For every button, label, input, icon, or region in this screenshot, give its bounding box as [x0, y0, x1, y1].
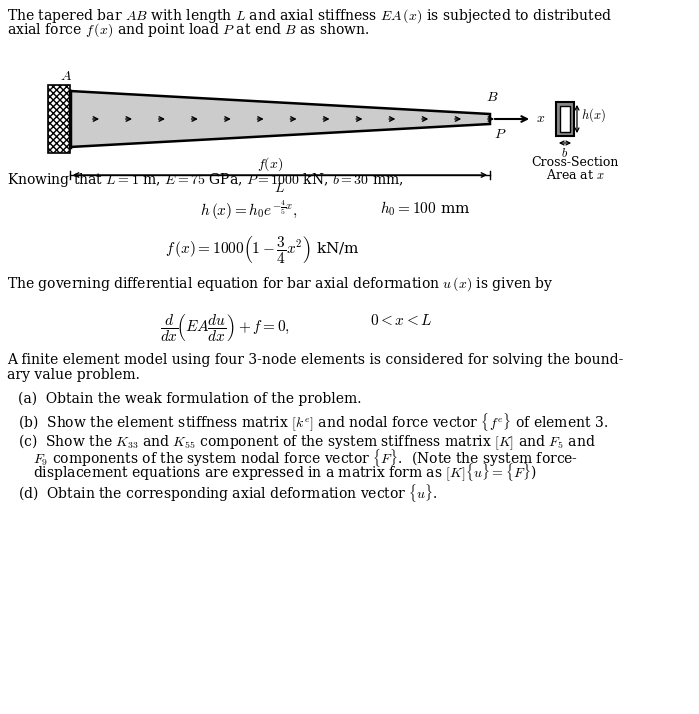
- Bar: [560, 106, 570, 132]
- Bar: [556, 102, 574, 136]
- Text: $F_9$ components of the system nodal force vector $\{F\}$.  (Note the system for: $F_9$ components of the system nodal for…: [33, 447, 578, 469]
- Text: Knowing that $L = 1$ m, $E = 75$ GPa, $P = 1000$ kN, $b = 30$ mm,: Knowing that $L = 1$ m, $E = 75$ GPa, $P…: [7, 171, 403, 189]
- Text: (d)  Obtain the corresponding axial deformation vector $\{u\}$.: (d) Obtain the corresponding axial defor…: [18, 482, 438, 504]
- Text: $h_0 = 100$ mm: $h_0 = 100$ mm: [380, 199, 470, 218]
- Text: (c)  Show the $K_{33}$ and $K_{55}$ component of the system stiffness matrix $[K: (c) Show the $K_{33}$ and $K_{55}$ compo…: [18, 432, 596, 451]
- Text: (b)  Show the element stiffness matrix $[k^e]$ and nodal force vector $\{f^e\}$ : (b) Show the element stiffness matrix $[…: [18, 412, 608, 434]
- Text: ary value problem.: ary value problem.: [7, 368, 140, 382]
- Text: (a)  Obtain the weak formulation of the problem.: (a) Obtain the weak formulation of the p…: [18, 392, 361, 406]
- Text: $B$: $B$: [486, 90, 498, 104]
- Text: $h\,(x) = h_0 e^{-\frac{4}{5}x},$: $h\,(x) = h_0 e^{-\frac{4}{5}x},$: [200, 199, 298, 222]
- Text: $A$: $A$: [60, 69, 72, 83]
- Text: The tapered bar $AB$ with length $L$ and axial stiffness $EA\,(x)$ is subjected : The tapered bar $AB$ with length $L$ and…: [7, 7, 612, 25]
- Text: Area at $x$: Area at $x$: [545, 168, 605, 182]
- Text: $0 < x < L$: $0 < x < L$: [370, 313, 433, 328]
- Text: $P$: $P$: [494, 127, 507, 141]
- Text: $f(x)$: $f(x)$: [257, 155, 283, 173]
- Text: $L$: $L$: [275, 181, 285, 195]
- Text: A finite element model using four 3-node elements is considered for solving the : A finite element model using four 3-node…: [7, 353, 624, 367]
- Text: axial force $f\,(x)$ and point load $P$ at end $B$ as shown.: axial force $f\,(x)$ and point load $P$ …: [7, 21, 370, 39]
- Text: $\dfrac{d}{dx}\!\left(EA\dfrac{du}{dx}\right) + f = 0,$: $\dfrac{d}{dx}\!\left(EA\dfrac{du}{dx}\r…: [160, 313, 290, 344]
- Text: $f\,(x) = 1000\left(1 - \dfrac{3}{4}x^2\right)$ kN/m: $f\,(x) = 1000\left(1 - \dfrac{3}{4}x^2\…: [165, 235, 360, 266]
- Text: $b$: $b$: [561, 147, 568, 160]
- Text: $h(x)$: $h(x)$: [581, 106, 606, 124]
- Text: $x$: $x$: [536, 111, 545, 125]
- Text: The governing differential equation for bar axial deformation $u\,(x)$ is given : The governing differential equation for …: [7, 275, 554, 293]
- Polygon shape: [70, 91, 490, 147]
- Text: displacement equations are expressed in a matrix form as $[K]\{u\} = \{F\}$): displacement equations are expressed in …: [33, 462, 536, 484]
- Text: Cross-Section: Cross-Section: [531, 156, 619, 169]
- Bar: [48, 85, 70, 153]
